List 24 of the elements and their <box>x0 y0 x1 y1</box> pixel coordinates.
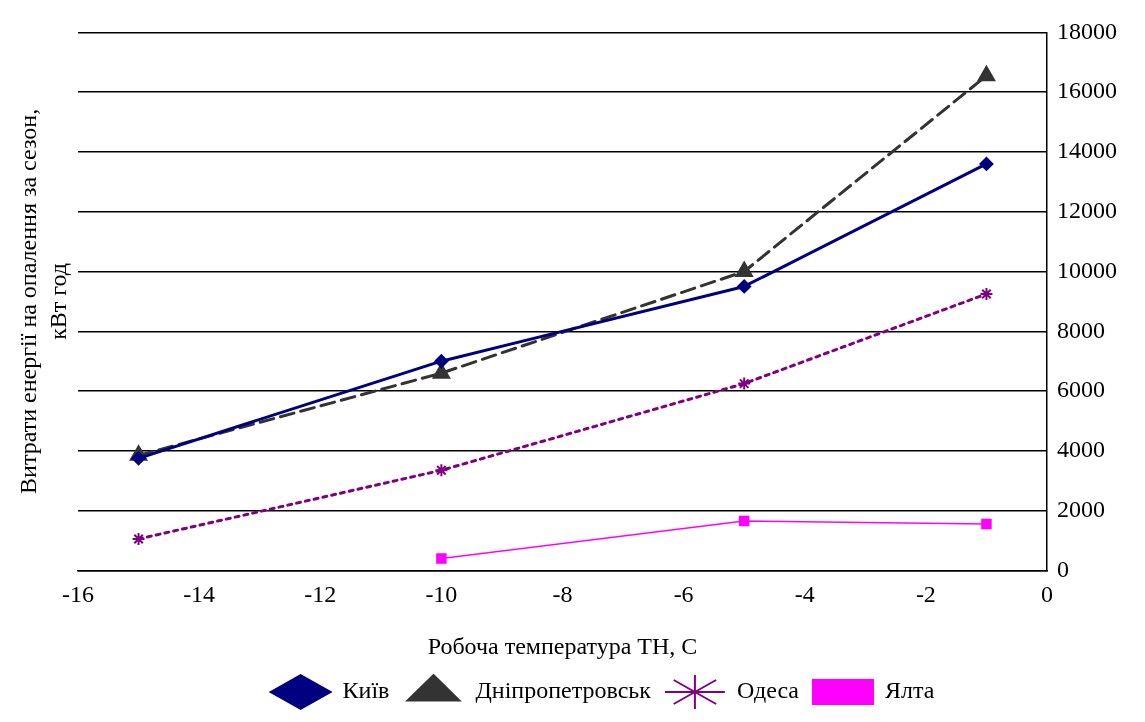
legend-label: Ялта <box>884 677 935 704</box>
x-tick-label: -16 <box>62 581 94 608</box>
x-axis-title: Робоча температура ТН, С <box>427 632 698 659</box>
x-tick-label: -12 <box>304 581 337 608</box>
x-tick-label: -14 <box>183 581 216 608</box>
y-tick-label: 8000 <box>1057 316 1105 343</box>
y-tick-label: 16000 <box>1057 77 1117 104</box>
x-tick-label: -2 <box>915 581 936 608</box>
legend-label: Київ <box>342 677 390 704</box>
y-tick-label: 2000 <box>1057 495 1105 522</box>
y-tick-label: 0 <box>1057 555 1069 582</box>
y-axis-title: Витрати енергії на опалення за сезон, кВт год <box>15 108 72 494</box>
x-tick-label: -10 <box>425 581 458 608</box>
y-tick-label: 12000 <box>1057 197 1117 224</box>
y-tick-label: 14000 <box>1057 137 1117 164</box>
y-tick-label: 4000 <box>1057 436 1105 463</box>
y-tick-label: 10000 <box>1057 256 1117 283</box>
legend-label: Дніпропетровськ <box>475 677 652 704</box>
y-tick-label: 18000 <box>1057 17 1117 44</box>
x-tick-label: -6 <box>673 581 694 608</box>
x-tick-label: -4 <box>794 581 815 608</box>
y-tick-label: 6000 <box>1057 376 1105 403</box>
legend-label: Одеса <box>736 677 800 704</box>
x-tick-label: -8 <box>552 581 573 608</box>
